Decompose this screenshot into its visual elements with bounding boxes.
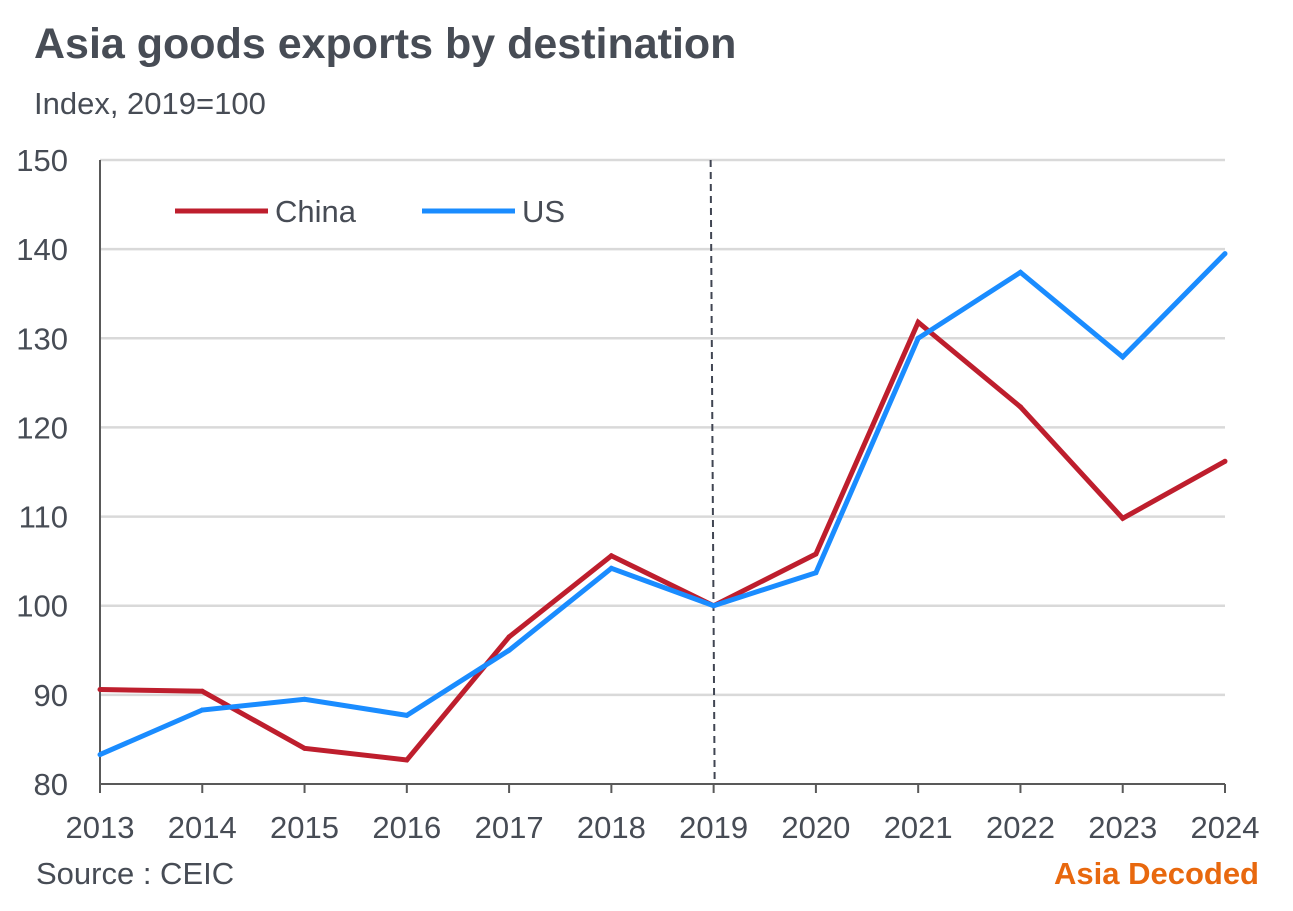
data-point-us [506,647,512,653]
data-point-china [1120,515,1126,521]
data-point-us [199,707,205,713]
x-tick-label: 2023 [1088,810,1157,845]
source-note: Source : CEIC [36,856,235,891]
x-tick-label: 2020 [781,810,850,845]
x-tick-label: 2017 [475,810,544,845]
data-point-china [97,687,103,693]
y-tick-label: 100 [16,589,68,624]
x-tick-label: 2021 [884,810,953,845]
y-tick-label: 110 [19,500,68,535]
legend: China US [175,194,565,229]
x-tick-label: 2022 [986,810,1055,845]
data-point-us [97,752,103,758]
y-tick-label: 90 [34,678,68,713]
x-tick-label: 2019 [679,810,748,845]
data-point-china [915,319,921,325]
x-tick-label: 2016 [372,810,441,845]
x-tick-label: 2014 [168,810,237,845]
data-point-us [404,712,410,718]
data-point-us [915,335,921,341]
y-tick-label: 140 [16,232,68,267]
chart-subtitle: Index, 2019=100 [34,86,266,121]
x-tick-label: 2024 [1191,810,1260,845]
legend-label-china: China [275,194,357,229]
x-tick-label: 2015 [270,810,339,845]
series-line-us [99,251,1227,757]
data-point-china [199,688,205,694]
reference-line-2019 [709,159,716,785]
data-point-us [608,565,614,571]
series-lines [97,251,1228,763]
y-tick-label: 150 [16,143,68,178]
data-point-china [1017,404,1023,410]
data-point-us [813,570,819,576]
y-tick-label: 80 [34,767,68,802]
reference-line-layer [709,159,716,785]
data-point-us [1017,269,1023,275]
data-point-china [302,745,308,751]
x-tick-label: 2013 [66,810,135,845]
legend-label-us: US [522,194,565,229]
x-tick-label: 2018 [577,810,646,845]
y-tick-labels: 80 90 100 110 120 130 140 150 [16,143,68,802]
chart-title: Asia goods exports by destination [34,20,737,68]
y-tick-label: 130 [16,321,68,356]
data-point-us [1222,251,1228,257]
x-tick-labels: 2013 2014 2015 2016 2017 2018 2019 2020 2021 2022… [66,810,1260,845]
data-point-china [608,553,614,559]
axes [99,160,1226,793]
data-point-us [711,603,717,609]
series-line-china [99,318,1227,763]
y-tick-label: 120 [16,410,68,445]
gridlines [100,158,1225,697]
data-point-china [1222,458,1228,464]
brand-label: Asia Decoded [1053,856,1259,891]
data-point-us [302,696,308,702]
data-point-china [506,634,512,640]
data-point-us [1120,354,1126,360]
data-point-china [404,757,410,763]
data-point-china [813,551,819,557]
